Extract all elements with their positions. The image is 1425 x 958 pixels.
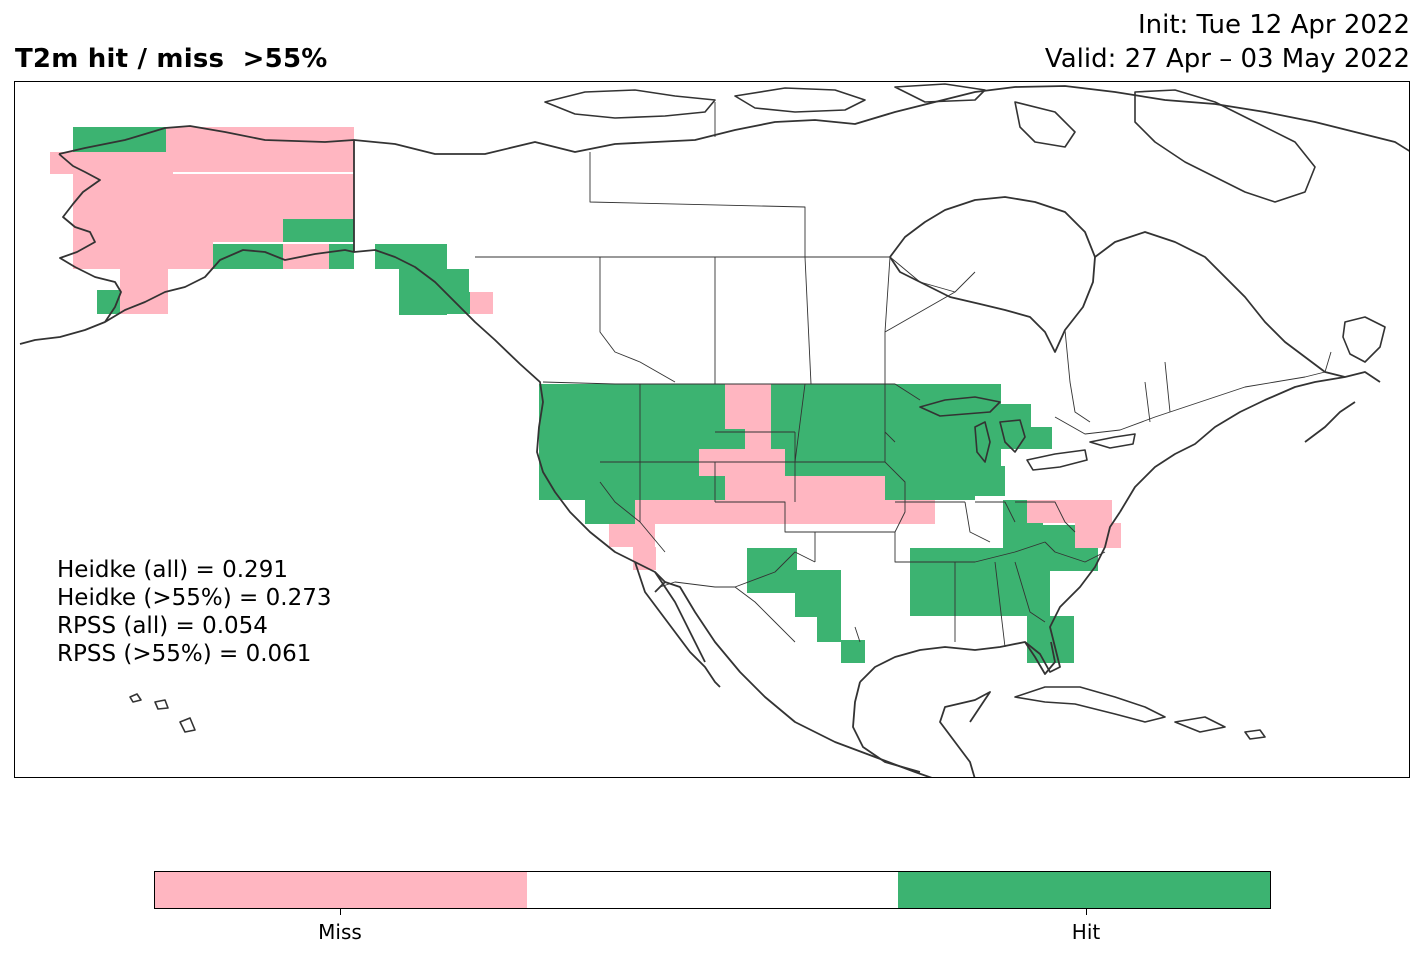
miss-cell [50,152,173,174]
hit-cell [585,500,635,524]
hit-cell [841,640,865,663]
baja-coast [634,561,721,688]
colorbar-tick-miss [340,908,341,915]
baffin-island [1134,89,1316,203]
miss-cell [725,476,885,500]
miss-cell [470,292,493,314]
heidke-all-score: Heidke (all) = 0.291 [57,557,288,583]
rpss-above-threshold-score: RPSS (>55%) = 0.061 [57,641,312,667]
hit-cell [283,219,354,242]
miss-cell [73,242,213,269]
hit-cell [1043,548,1098,571]
hit-cell [329,244,354,269]
miss-cell [609,524,655,547]
map-canvas [19,83,1409,777]
map-panel[interactable] [14,81,1410,778]
hawaii [129,693,196,733]
colorbar-hit-segment [898,872,1271,908]
hit-cell [771,570,841,592]
arctic-coast [353,85,1409,155]
skill-scores: Heidke (all) = 0.291 Heidke (>55%) = 0.2… [57,556,331,668]
hit-cell [1003,525,1075,548]
colorbar-label-hit: Hit [1071,920,1101,944]
arctic-islands [544,83,1076,148]
miss-cell [1027,500,1112,523]
colorbar-miss-segment [155,872,527,908]
colorbar-neutral-segment [526,872,899,908]
colorbar-tick-hit [1086,908,1087,915]
hit-cell [1001,404,1031,449]
florida-coast [1024,641,1056,675]
miss-cell [1075,523,1121,548]
coastlines-and-borders [19,83,1409,777]
newfoundland [1342,316,1386,363]
hit-cell [539,476,759,500]
hit-cell [213,244,283,269]
pacific-northwest-coast [353,249,666,593]
colorbar [154,871,1271,909]
hit-cell [975,466,1005,496]
valid-period-label: Valid: 27 Apr – 03 May 2022 [1044,44,1410,74]
verification-grid [50,127,1121,663]
hit-cell [955,548,1045,598]
init-date-label: Init: Tue 12 Apr 2022 [1137,10,1410,40]
miss-cell [73,174,354,219]
mexico-coast [664,581,991,777]
rpss-all-score: RPSS (all) = 0.054 [57,613,268,639]
east-coast [1119,371,1381,513]
hit-cell [795,592,841,617]
miss-cell [120,269,168,314]
alaska-coast [19,125,355,345]
great-lakes [919,396,1136,471]
colorbar-label-miss: Miss [318,920,362,944]
miss-cell [166,127,354,172]
cuba [1014,686,1266,740]
heidke-above-threshold-score: Heidke (>55%) = 0.273 [57,585,332,611]
hudson-bay [889,196,1096,353]
political-borders [475,102,1332,648]
gulf-coast [852,511,1121,773]
hit-cell [422,292,470,314]
hit-cell [1031,427,1052,449]
hit-cell [935,466,975,500]
map-title: T2m hit / miss >55% [15,44,328,74]
miss-cell [699,449,785,476]
labrador-coast [1094,231,1346,378]
hit-cell [817,617,841,642]
miss-cell [73,219,299,242]
hit-cell [771,384,1001,449]
